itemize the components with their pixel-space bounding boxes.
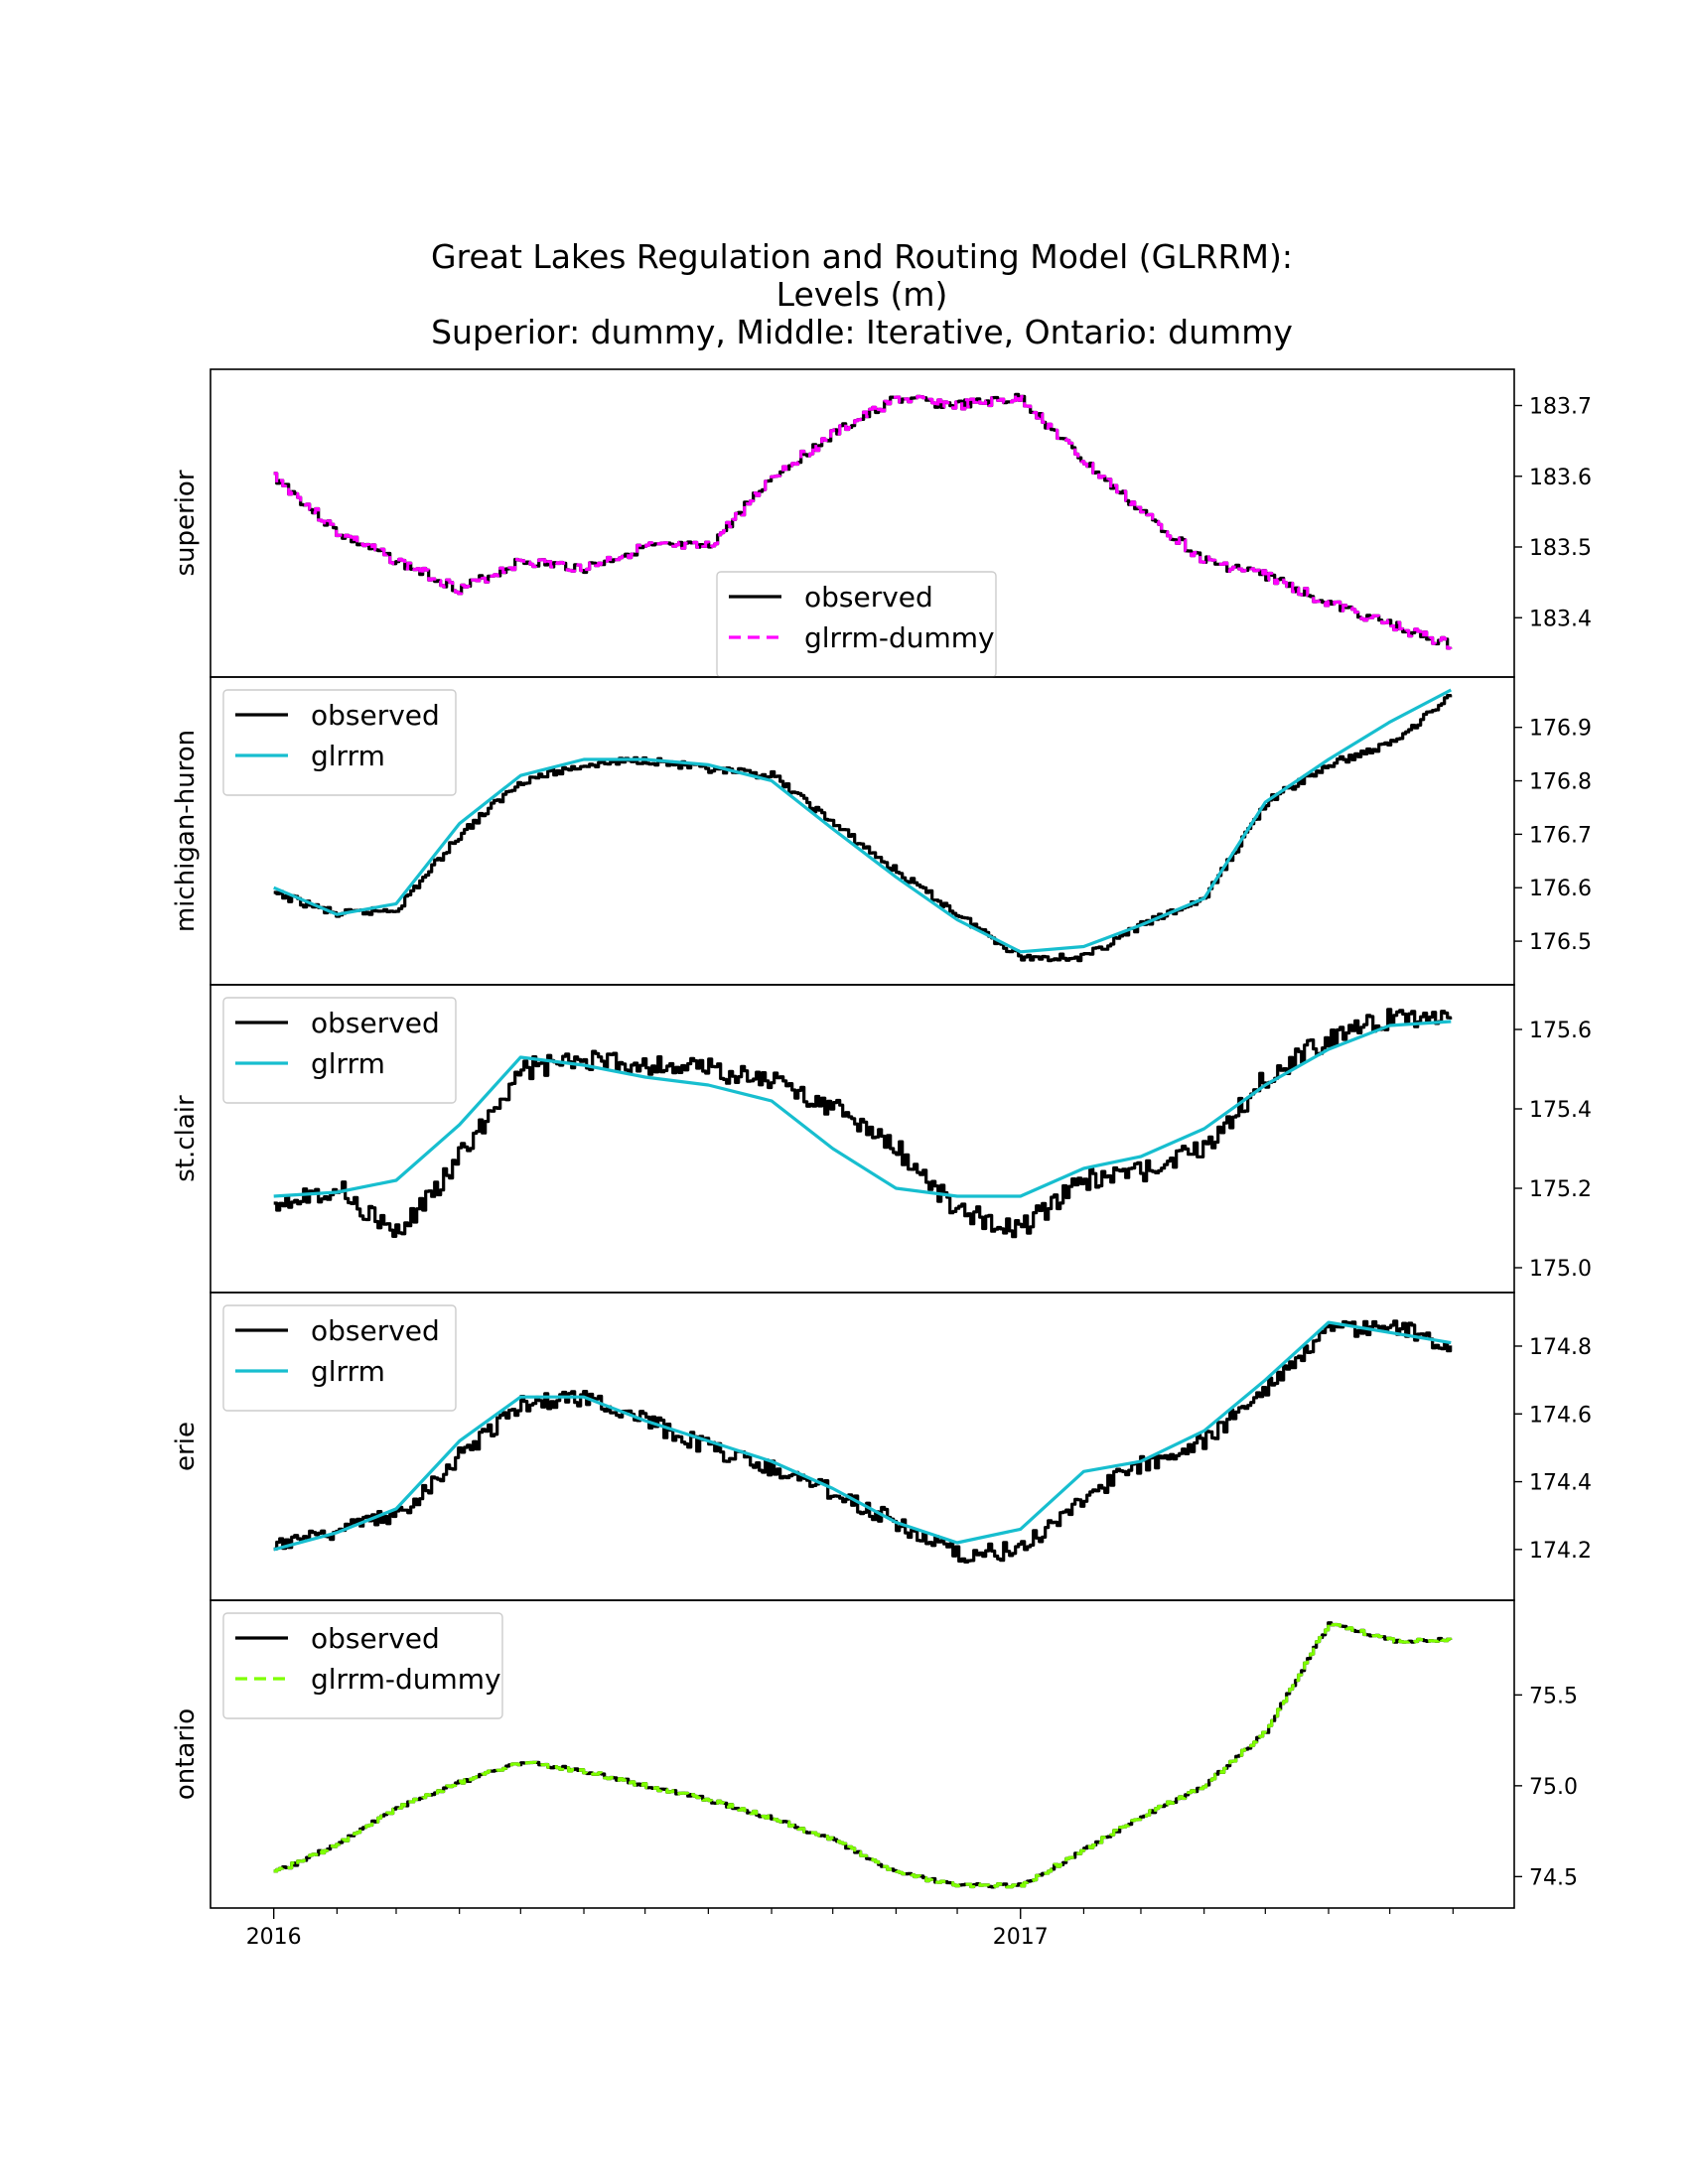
y-axis-label: superior: [171, 470, 201, 576]
legend-entry: glrrm: [311, 1355, 385, 1388]
y-tick-label: 176.7: [1529, 823, 1592, 848]
legend-box: [222, 1612, 503, 1719]
series-line-observed: [273, 694, 1453, 963]
y-tick-label: 183.4: [1529, 607, 1592, 631]
y-axis-label: st.clair: [171, 1095, 201, 1182]
panel-ontario: 74.5 75.0 75.5 ontario observed glrrm-dummy: [171, 1599, 1578, 1909]
y-axis-label: michigan-huron: [171, 730, 201, 932]
series-line-glrrm: [273, 1020, 1452, 1198]
legend-entry: glrrm-dummy: [804, 621, 995, 654]
chart-panels: 183.4 183.5 183.6 183.7 superior observed glrr…: [171, 368, 1592, 1909]
y-tick-label: 75.5: [1529, 1684, 1578, 1708]
x-axis: 2016 2017: [246, 1908, 1454, 1950]
chart-title-line: Superior: dummy, Middle: Iterative, Onta…: [431, 313, 1293, 351]
y-tick-label: 183.6: [1529, 466, 1592, 490]
y-axis-label: ontario: [171, 1708, 201, 1800]
y-tick-label: 175.4: [1529, 1098, 1592, 1123]
legend-entry: glrrm: [311, 1047, 385, 1080]
panel-superior: 183.4 183.5 183.6 183.7 superior observed glrr…: [171, 368, 1592, 678]
y-tick-label: 174.8: [1529, 1335, 1592, 1360]
y-tick-label: 174.4: [1529, 1471, 1592, 1496]
legend: observed glrrm: [222, 997, 457, 1104]
series-line-glrrm-dummy: [273, 392, 1453, 650]
chart-title-line: Levels (m): [776, 275, 948, 314]
legend-entry: glrrm-dummy: [311, 1663, 501, 1696]
chart-title: Great Lakes Regulation and Routing Model…: [431, 237, 1293, 351]
series-line-glrrm: [273, 1320, 1452, 1552]
legend-entry: observed: [311, 1314, 440, 1347]
series-line-glrrm: [273, 688, 1453, 954]
legend: observed glrrm: [222, 1304, 457, 1412]
y-axis-label: erie: [171, 1422, 201, 1471]
panel-frame: [210, 1599, 1515, 1909]
y-tick-label: 174.2: [1529, 1539, 1592, 1564]
y-tick-label: 175.6: [1529, 1019, 1592, 1043]
y-tick-label: 183.5: [1529, 536, 1592, 561]
panel-erie: 174.2 174.4 174.6 174.8 erie observed glrrm: [171, 1292, 1592, 1601]
y-tick-label: 75.0: [1529, 1775, 1578, 1800]
panel-st.clair: 175.0 175.2 175.4 175.6 st.clair observed glrr…: [171, 984, 1592, 1294]
panel-michigan-huron: 176.5 176.6 176.7 176.8 176.9 michigan-huron o…: [171, 676, 1592, 986]
legend: observed glrrm-dummy: [222, 1612, 503, 1719]
legend-entry: glrrm: [311, 740, 385, 772]
legend-entry: observed: [311, 1007, 440, 1039]
y-tick-label: 74.5: [1529, 1865, 1578, 1890]
chart-title-line: Great Lakes Regulation and Routing Model…: [431, 237, 1293, 276]
x-tick-label: 2017: [993, 1925, 1049, 1950]
legend: observed glrrm-dummy: [716, 571, 997, 678]
legend-entry: observed: [311, 699, 440, 732]
y-tick-label: 176.5: [1529, 930, 1592, 955]
legend-entry: observed: [804, 581, 933, 614]
y-tick-label: 175.2: [1529, 1177, 1592, 1202]
y-tick-label: 176.9: [1529, 717, 1592, 742]
legend-entry: observed: [311, 1622, 440, 1655]
series-line-glrrm-dummy: [273, 1621, 1453, 1889]
y-tick-label: 176.6: [1529, 877, 1592, 901]
y-tick-label: 174.6: [1529, 1403, 1592, 1428]
y-tick-label: 176.8: [1529, 770, 1592, 795]
legend: observed glrrm: [222, 689, 457, 796]
x-tick-label: 2016: [246, 1925, 302, 1950]
series-line-observed: [273, 1319, 1453, 1564]
y-tick-label: 183.7: [1529, 395, 1592, 420]
y-tick-label: 175.0: [1529, 1257, 1592, 1282]
